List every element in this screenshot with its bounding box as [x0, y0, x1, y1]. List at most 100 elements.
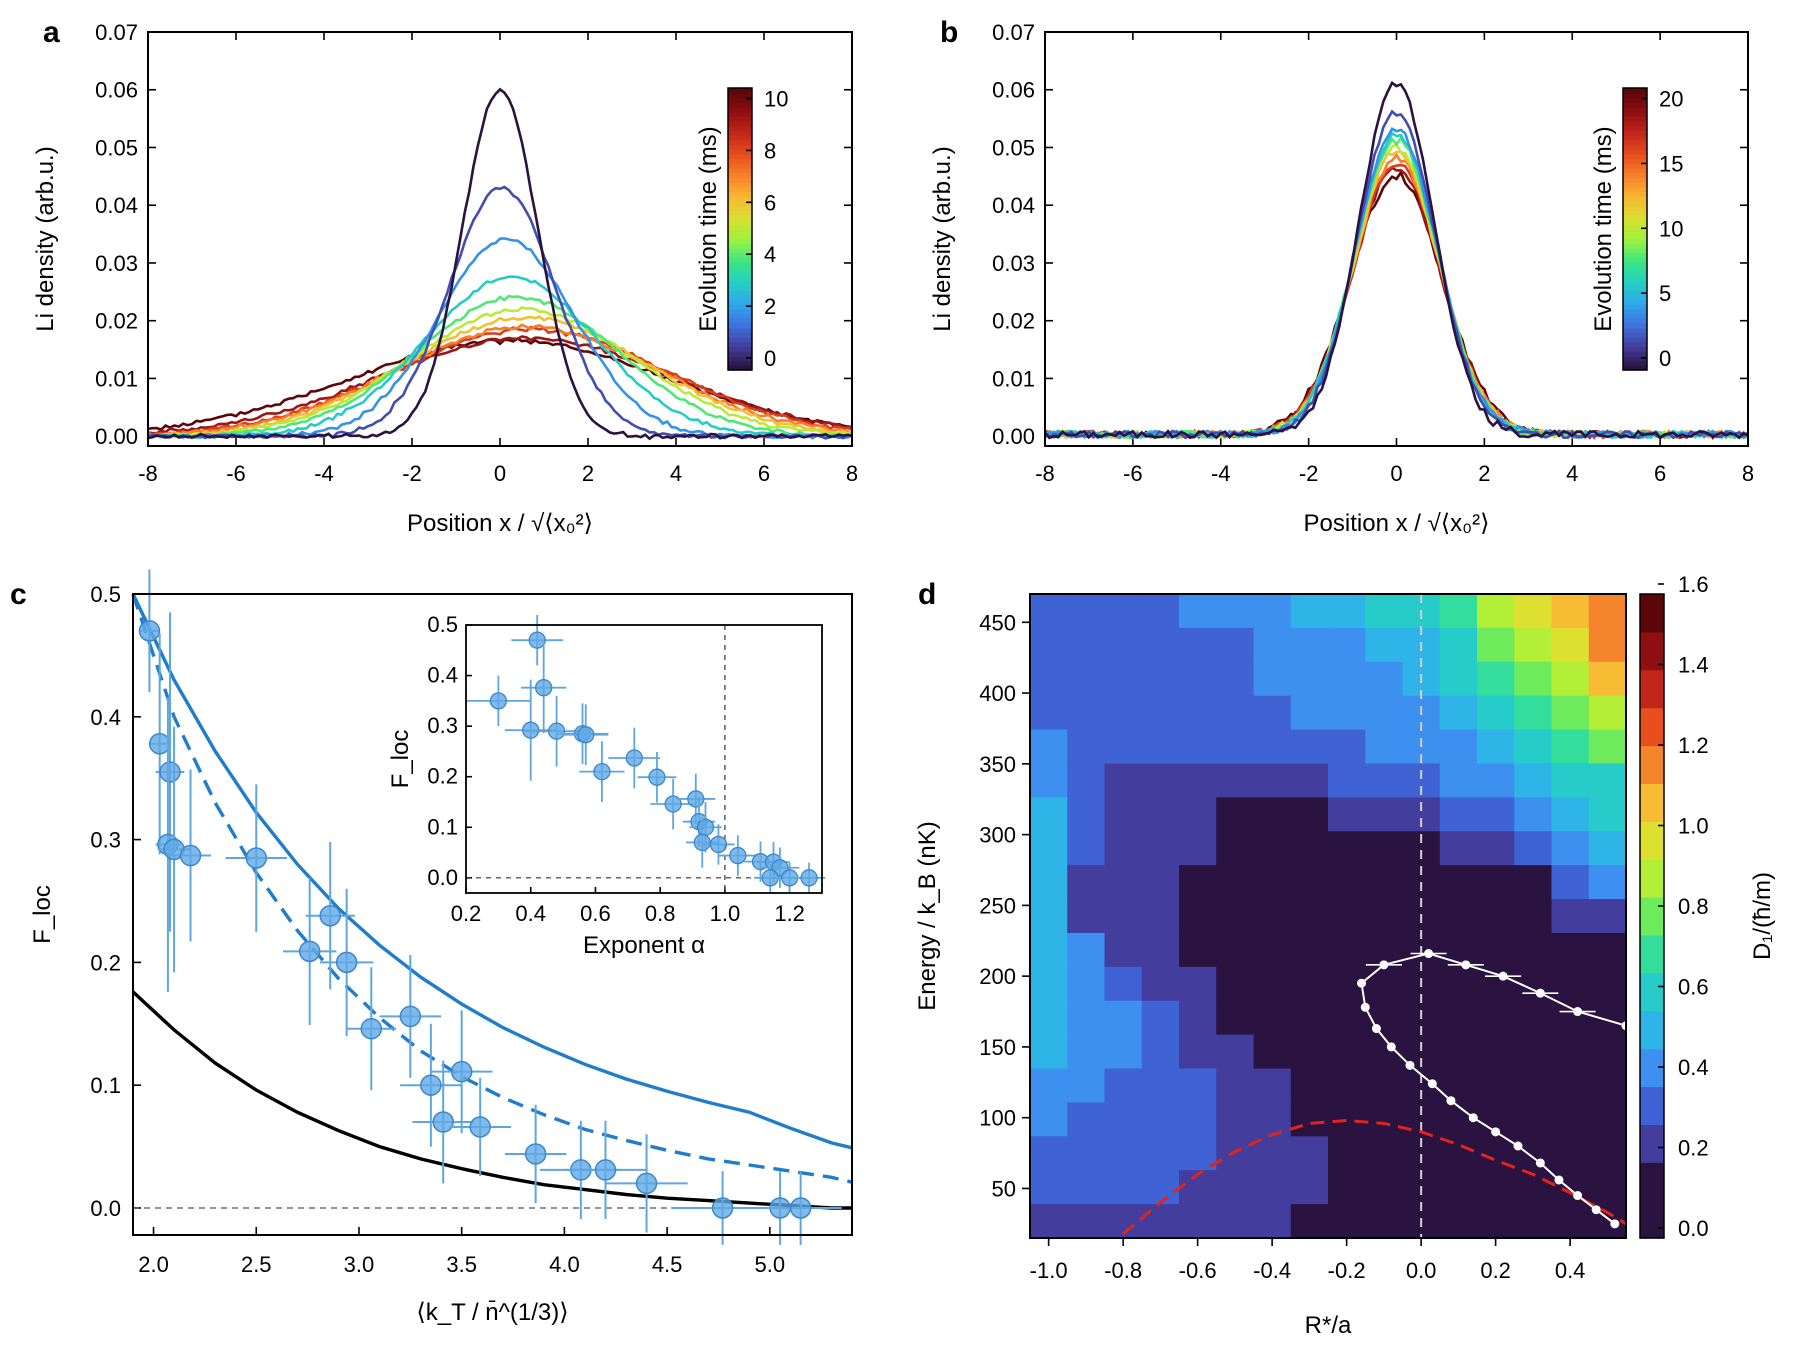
a-colorbar-swatch [728, 229, 752, 235]
b-colorbar-swatch [1623, 304, 1647, 310]
b-ytick-label: 0.00 [992, 424, 1035, 449]
d-white-point [1379, 960, 1389, 970]
d-heatmap-cell [1477, 932, 1515, 968]
d-white-point [1498, 971, 1508, 981]
c-inset-data-point [577, 726, 595, 744]
d-heatmap-cell [1067, 1170, 1106, 1205]
c-data-point [594, 1159, 617, 1181]
d-heatmap-cell [1253, 831, 1292, 866]
d-heatmap-cell [1179, 627, 1217, 663]
d-heatmap-cell [1551, 695, 1590, 731]
d-heatmap-cell [1551, 763, 1590, 798]
d-heatmap-cell [1067, 1136, 1106, 1171]
d-heatmap-cell [1030, 1034, 1068, 1070]
d-heatmap-cell [1551, 1204, 1590, 1239]
d-heatmap-cell [1067, 1102, 1106, 1137]
d-white-point [1371, 1024, 1381, 1034]
d-heatmap-cell [1179, 1204, 1217, 1239]
d-heatmap-cell [1104, 899, 1143, 934]
d-heatmap-cell [1253, 1034, 1292, 1070]
d-heatmap-cell [1030, 831, 1068, 866]
d-heatmap-cell [1365, 865, 1404, 900]
d-heatmap-cell [1141, 1102, 1180, 1137]
d-colorbar-swatch [1640, 594, 1664, 633]
d-heatmap-cell [1439, 695, 1478, 731]
c-inset-ytick-label: 0.5 [427, 612, 458, 637]
panel-label-b: b [940, 16, 958, 49]
d-heatmap-cell [1253, 1136, 1292, 1171]
d-colorbar-swatch [1640, 783, 1664, 822]
d-heatmap-cell [1179, 831, 1217, 866]
panel-label-a: a [43, 16, 60, 49]
d-heatmap-cell [1253, 594, 1292, 629]
d-colorbar-swatch [1640, 1010, 1664, 1050]
d-heatmap-cell [1030, 1102, 1068, 1137]
d-heatmap-cell [1439, 1204, 1478, 1239]
b-xtick-label: -4 [1211, 461, 1231, 486]
d-heatmap-cell [1253, 695, 1292, 731]
a-colorbar-swatch [728, 276, 752, 282]
d-heatmap-cell [1477, 763, 1515, 798]
d-heatmap-cell [1179, 966, 1217, 1002]
d-heatmap-cell [1141, 797, 1180, 832]
d-heatmap-cell [1514, 695, 1553, 731]
d-heatmap-cell [1290, 1204, 1329, 1239]
d-heatmap-cell [1030, 594, 1068, 629]
a-ytick-label: 0.02 [95, 309, 138, 334]
d-heatmap-cell [1365, 695, 1404, 731]
a-colorbar-swatch [728, 92, 752, 98]
d-heatmap-cell [1514, 899, 1553, 934]
d-white-point [1386, 1042, 1396, 1052]
a-colorbar-swatch [728, 116, 752, 122]
d-colorbar-tick-label: 0.0 [1678, 1216, 1709, 1241]
d-heatmap-cell [1328, 1204, 1366, 1239]
b-colorbar-swatch [1623, 229, 1647, 235]
d-heatmap-cell [1067, 763, 1106, 798]
a-xtick-label: 4 [670, 461, 682, 486]
d-ytick-label: 350 [979, 752, 1016, 777]
d-ytick-label: 200 [979, 964, 1016, 989]
b-frame [1044, 31, 1749, 447]
b-colorbar-swatch [1623, 111, 1647, 117]
a-colorbar-swatch [728, 149, 752, 155]
b-colorbar-swatch [1623, 337, 1647, 343]
d-heatmap-cell [1141, 1000, 1180, 1036]
d-heatmap-cell [1365, 831, 1404, 866]
c-inset-data-point [664, 795, 682, 813]
d-heatmap-cell [1253, 865, 1292, 900]
c-inset-data-point [693, 833, 711, 852]
d-heatmap-cell [1477, 899, 1515, 934]
d-heatmap-cell [1067, 627, 1106, 663]
c-data-point [245, 847, 268, 869]
a-colorbar-swatch [728, 224, 752, 230]
a-colorbar-swatch [728, 238, 752, 244]
d-heatmap-cell [1141, 865, 1180, 900]
a-colorbar-swatch [728, 313, 752, 319]
d-heatmap-cell [1290, 831, 1329, 866]
d-heatmap-cell [1104, 1102, 1143, 1137]
d-heatmap-cell [1290, 797, 1329, 832]
d-heatmap-cell [1588, 831, 1627, 866]
a-colorbar-swatch [728, 102, 752, 108]
b-colorbar-swatch [1623, 88, 1647, 94]
d-heatmap-cell [1365, 594, 1404, 629]
b-xtick-label: -8 [1035, 461, 1055, 486]
a-xtick-label: -4 [314, 461, 334, 486]
a-colorbar-swatch [728, 261, 752, 268]
b-colorbar-swatch [1623, 313, 1647, 319]
d-heatmap-cell [1551, 865, 1590, 900]
d-heatmap-cell [1067, 661, 1106, 697]
a-ytick-label: 0.01 [95, 366, 138, 391]
d-colorbar-tick-label: 0.2 [1678, 1136, 1709, 1161]
b-colorbar-swatch [1623, 92, 1647, 98]
d-xtick-label: 0.0 [1406, 1258, 1437, 1283]
c-data-point [335, 951, 358, 974]
c-inset-data-point [489, 692, 508, 710]
d-heatmap-cell [1328, 627, 1366, 663]
a-colorbar-swatch [728, 167, 752, 174]
a-xtick-label: -2 [402, 461, 422, 486]
a-ytick-label: 0.07 [95, 20, 138, 45]
d-heatmap-cell [1439, 1170, 1478, 1205]
d-heatmap-cell [1514, 831, 1553, 866]
a-frame [147, 31, 853, 447]
